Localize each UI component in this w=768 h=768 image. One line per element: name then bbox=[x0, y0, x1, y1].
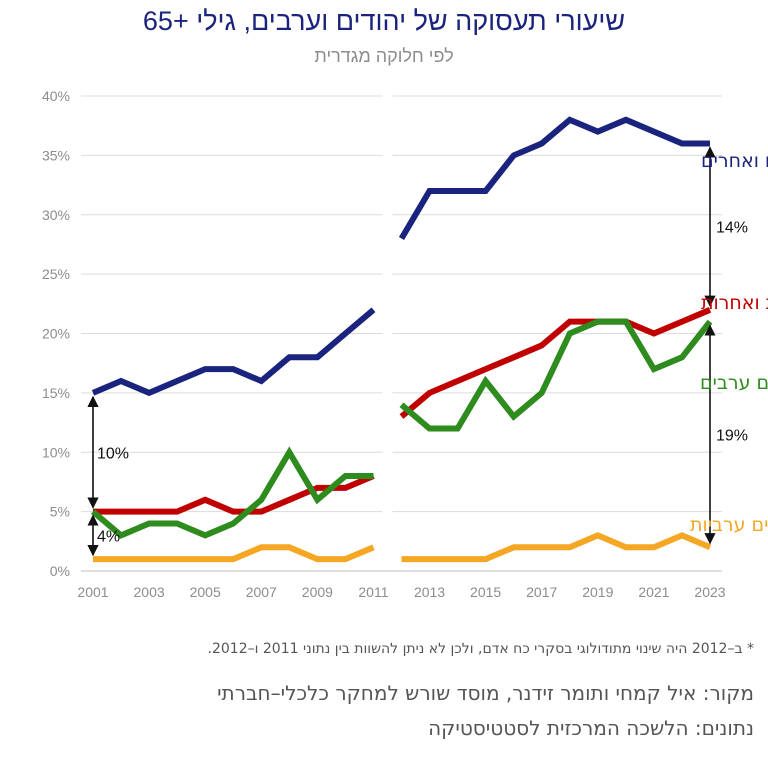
y-tick-label: 25% bbox=[42, 266, 70, 282]
methodology-footnote: * ב–2012 היה שינוי מתודולוגי בסקרי כח אד… bbox=[207, 641, 754, 657]
difference-label: 4% bbox=[97, 528, 120, 545]
series-line bbox=[91, 446, 374, 539]
series-label: גברים יהודים ואחרים bbox=[701, 150, 768, 172]
x-tick-label: 2005 bbox=[190, 584, 221, 600]
difference-label: 19% bbox=[716, 427, 748, 444]
x-tick-label: 2001 bbox=[77, 584, 108, 600]
series-label: נשים יהודיות ואחרות bbox=[701, 292, 768, 314]
y-tick-label: 40% bbox=[42, 88, 70, 104]
x-tick-label: 2021 bbox=[638, 584, 669, 600]
series-line bbox=[91, 307, 376, 397]
data-source-credit: נתונים: הלשכה המרכזית לסטטיסטיקה bbox=[428, 716, 754, 740]
series-line bbox=[93, 473, 375, 515]
x-tick-label: 2023 bbox=[694, 584, 725, 600]
x-tick-label: 2019 bbox=[582, 584, 613, 600]
x-tick-label: 2009 bbox=[302, 584, 333, 600]
series-line bbox=[401, 532, 712, 563]
x-tick-label: 2015 bbox=[470, 584, 501, 600]
y-tick-label: 30% bbox=[42, 207, 70, 223]
line-chart: 0% 5% 10% 15% 20% 25% 30% 35% 40% 2001 2003 2005 200… bbox=[42, 86, 768, 600]
y-tick-label: 20% bbox=[42, 326, 70, 342]
series-line bbox=[398, 116, 710, 241]
x-tick-label: 2011 bbox=[358, 584, 388, 600]
chart-title: שיעורי תעסוקה של יהודים וערבים, גילי +65 bbox=[142, 6, 626, 36]
series-label: נשים ערביות bbox=[690, 514, 768, 536]
chart-subtitle: לפי חלוקה מגדרית bbox=[314, 46, 454, 66]
y-tick-label: 15% bbox=[42, 385, 70, 401]
difference-label: 14% bbox=[716, 220, 748, 237]
series-label: גברים ערבים bbox=[700, 372, 768, 394]
difference-label: 10% bbox=[97, 445, 129, 462]
y-tick-label: 5% bbox=[50, 504, 70, 520]
x-tick-label: 2013 bbox=[414, 584, 445, 600]
y-tick-label: 0% bbox=[50, 563, 70, 579]
x-tick-label: 2003 bbox=[134, 584, 165, 600]
y-tick-label: 10% bbox=[42, 444, 70, 460]
y-tick-label: 35% bbox=[42, 147, 70, 163]
x-tick-label: 2017 bbox=[526, 584, 557, 600]
series-break-gap bbox=[382, 86, 393, 569]
series-line bbox=[399, 318, 713, 432]
series-line bbox=[399, 307, 712, 419]
x-tick-label: 2007 bbox=[246, 584, 277, 600]
series-line bbox=[93, 544, 375, 563]
source-credit: מקור: איל קמחי ותומר זידנר, מוסד שורש למ… bbox=[217, 681, 754, 705]
